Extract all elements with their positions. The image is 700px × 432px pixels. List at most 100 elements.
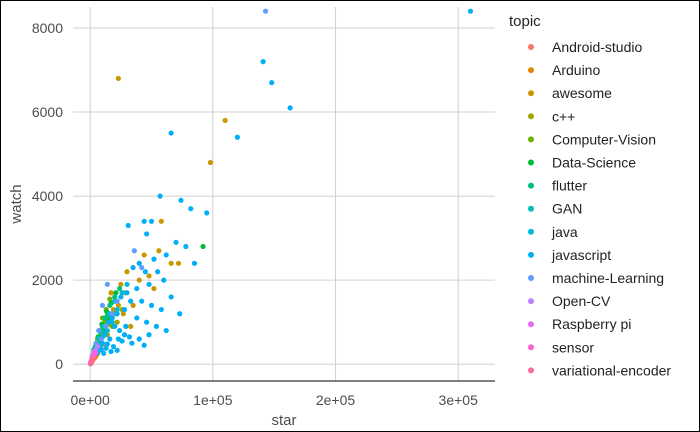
legend-label: machine-Learning — [552, 270, 664, 286]
x-tick-label: 2e+05 — [316, 392, 356, 408]
legend-label: Computer-Vision — [552, 131, 656, 147]
data-point — [115, 75, 121, 82]
data-point — [146, 273, 152, 279]
data-point — [136, 260, 142, 266]
data-point — [155, 269, 161, 275]
x-axis-title: star — [271, 412, 296, 429]
legend: Android-studio Arduino awesome c++ Computer-… — [528, 39, 671, 378]
data-point — [467, 8, 474, 14]
data-point — [109, 319, 115, 325]
data-point — [287, 105, 293, 111]
data-point — [115, 336, 121, 342]
data-point — [101, 350, 107, 356]
data-point — [114, 306, 120, 313]
data-point — [114, 311, 120, 317]
legend-title: topic — [509, 13, 541, 30]
legend-label: Open-CV — [552, 293, 611, 309]
x-tick-label: 3e+05 — [439, 392, 479, 408]
data-point — [144, 319, 150, 325]
data-point — [173, 239, 179, 245]
data-point — [139, 264, 145, 271]
y-axis-ticks: 0 2000 4000 6000 8000 — [32, 20, 63, 372]
data-point — [222, 117, 228, 124]
y-tick-label: 6000 — [32, 104, 63, 120]
legend-label: GAN — [552, 201, 582, 217]
data-point — [130, 302, 136, 308]
data-point — [156, 248, 162, 254]
legend-key — [528, 113, 534, 120]
data-point — [207, 159, 213, 166]
legend-label: awesome — [552, 85, 612, 101]
data-point — [175, 260, 182, 266]
data-point — [151, 285, 157, 292]
legend-label: c++ — [552, 108, 575, 124]
data-point — [151, 256, 157, 262]
data-point — [136, 277, 142, 283]
legend-label: Arduino — [552, 62, 600, 78]
data-point — [269, 80, 275, 86]
data-point — [134, 285, 140, 292]
legend-key — [528, 251, 534, 258]
y-tick-label: 2000 — [32, 272, 63, 288]
data-point — [114, 298, 120, 304]
legend-label: javascript — [551, 247, 611, 263]
legend-key — [528, 67, 534, 74]
data-point — [157, 193, 163, 199]
data-point — [141, 252, 147, 258]
x-axis-ticks: 0e+00 1e+05 2e+05 3e+05 — [71, 392, 479, 408]
data-point — [177, 311, 183, 317]
legend-label: java — [551, 224, 578, 240]
data-point — [119, 290, 125, 296]
data-point — [142, 269, 148, 275]
data-point — [112, 323, 118, 329]
data-point — [98, 346, 104, 353]
data-point — [136, 336, 142, 342]
data-point — [200, 243, 206, 250]
data-point — [148, 302, 155, 308]
data-point — [118, 281, 124, 287]
data-point — [103, 345, 109, 351]
data-point — [112, 294, 118, 300]
x-tick-label: 0e+00 — [71, 392, 111, 408]
legend-key — [528, 344, 534, 351]
data-point — [87, 360, 94, 366]
data-point — [130, 264, 136, 271]
data-point — [108, 348, 114, 355]
data-point — [121, 332, 128, 338]
legend-key — [528, 159, 534, 166]
data-point — [113, 290, 119, 296]
legend-label: variational-encoder — [552, 362, 671, 378]
data-point — [96, 327, 102, 334]
data-point — [104, 281, 110, 287]
data-point — [260, 59, 266, 65]
data-point — [103, 323, 109, 329]
data-point — [107, 296, 113, 302]
grid-lines — [73, 7, 495, 381]
data-point — [129, 340, 135, 346]
legend-key — [528, 90, 534, 97]
data-point — [148, 218, 155, 224]
data-point — [144, 231, 150, 237]
data-point — [139, 298, 145, 304]
legend-label: Android-studio — [552, 39, 642, 55]
y-tick-label: 4000 — [32, 188, 63, 204]
data-point — [146, 281, 152, 287]
data-point — [99, 302, 106, 308]
legend-key — [528, 321, 534, 328]
data-point — [161, 277, 167, 283]
data-point — [134, 315, 140, 321]
data-point — [168, 130, 174, 136]
data-point — [234, 134, 240, 140]
data-point — [105, 319, 112, 325]
legend-label: flutter — [552, 178, 587, 194]
data-point — [124, 269, 130, 275]
data-point — [168, 260, 174, 266]
data-point — [108, 290, 114, 296]
y-tick-label: 0 — [55, 356, 63, 372]
data-point — [110, 343, 117, 350]
data-point — [123, 323, 129, 329]
data-point — [120, 311, 126, 317]
data-point — [191, 260, 198, 266]
